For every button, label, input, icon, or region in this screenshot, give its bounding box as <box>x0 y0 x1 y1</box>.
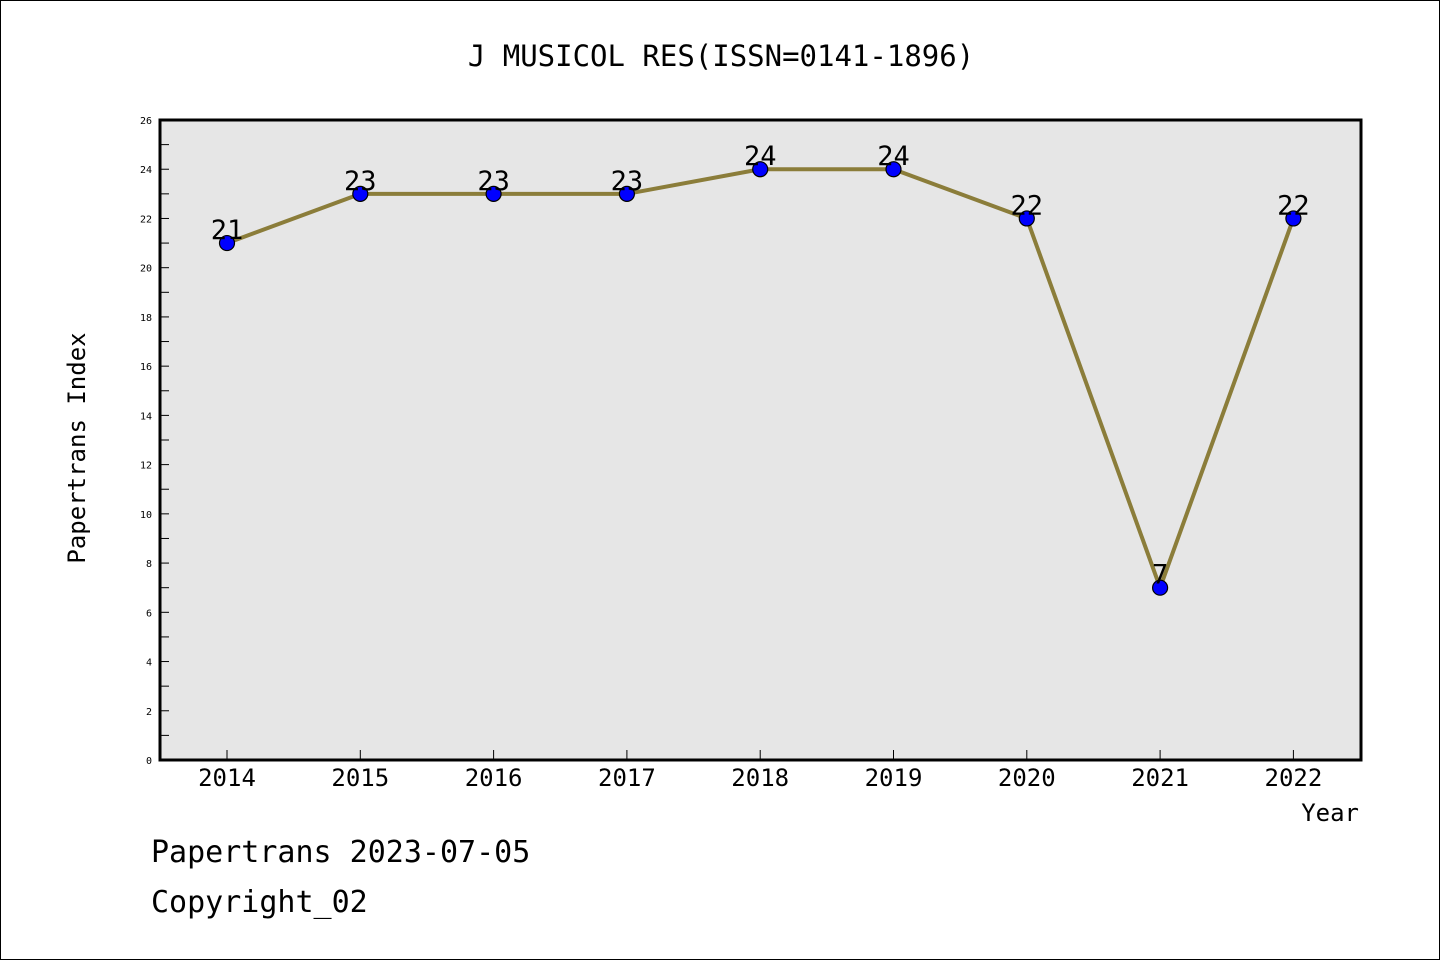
data-point <box>1285 210 1302 227</box>
data-point <box>1151 579 1169 596</box>
data-label: 7 <box>1152 560 1168 591</box>
y-tick-label: 22 <box>140 214 152 225</box>
data-label: 23 <box>344 166 377 197</box>
y-tick-label: 10 <box>140 510 152 521</box>
data-label: 24 <box>744 141 777 172</box>
data-label: 24 <box>877 141 910 172</box>
y-tick-label: 2 <box>146 707 152 718</box>
x-tick-label: 2018 <box>731 764 789 792</box>
data-point <box>218 234 236 252</box>
data-label: 23 <box>611 166 644 197</box>
x-tick-label: 2021 <box>1131 764 1189 792</box>
x-tick-label: 2015 <box>331 764 389 792</box>
data-label: 22 <box>1011 190 1044 221</box>
x-tick-label: 2020 <box>998 764 1056 792</box>
plot-area <box>158 118 1363 762</box>
x-tick-label: 2022 <box>1265 764 1323 792</box>
y-tick-label: 14 <box>140 411 152 422</box>
x-tick-label: 2017 <box>598 764 656 792</box>
chart-title: J MUSICOL RES(ISSN=0141-1896) <box>468 39 974 73</box>
y-tick-label: 6 <box>146 608 152 619</box>
data-label: 22 <box>1277 190 1310 221</box>
footer-date-line: Papertrans 2023-07-05 <box>151 835 531 870</box>
footer-copyright: Copyright_02 <box>151 885 368 920</box>
data-point <box>752 161 769 178</box>
x-axis: 2014 2015 2016 2017 2018 2019 2020 2021 2022 <box>198 750 1322 792</box>
data-point <box>485 185 502 202</box>
data-point <box>885 161 902 178</box>
y-tick-label: 26 <box>140 116 152 127</box>
series-layer <box>218 161 1302 596</box>
x-tick-label: 2016 <box>465 764 523 792</box>
data-point <box>1018 210 1035 227</box>
y-tick-label: 12 <box>140 461 152 472</box>
data-point <box>352 185 369 202</box>
x-axis-label: Year <box>1301 799 1359 827</box>
y-tick-label: 0 <box>146 756 152 767</box>
y-tick-label: 24 <box>140 165 152 176</box>
data-label: 23 <box>477 166 510 197</box>
data-labels: 21 23 23 23 24 24 22 7 22 <box>211 141 1310 590</box>
y-tick-label: 16 <box>140 362 152 373</box>
data-label: 21 <box>211 215 244 246</box>
y-tick-label: 4 <box>146 658 152 669</box>
y-tick-label: 18 <box>140 313 152 324</box>
x-tick-label: 2019 <box>865 764 923 792</box>
x-tick-label: 2014 <box>198 764 256 792</box>
y-tick-label: 8 <box>146 559 152 570</box>
y-axis-label: Papertrans Index <box>63 332 91 563</box>
data-point <box>618 185 636 202</box>
y-tick-label: 20 <box>140 264 152 275</box>
